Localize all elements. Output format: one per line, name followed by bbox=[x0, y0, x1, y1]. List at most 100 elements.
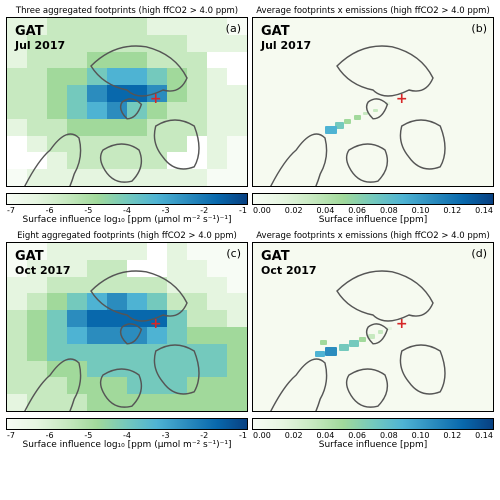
heatmap-cell bbox=[127, 18, 147, 35]
colorbar-ticks: 0.000.020.040.060.080.100.120.14 bbox=[252, 206, 494, 215]
heatmap-cell bbox=[87, 243, 107, 260]
heatmap-cell bbox=[167, 260, 187, 277]
heatmap-cell bbox=[227, 136, 247, 153]
heatmap-cell bbox=[87, 310, 107, 327]
heatmap-cell bbox=[47, 327, 67, 344]
heatmap-cell bbox=[7, 169, 27, 186]
panel-a: Three aggregated footprints (high ffCO2 … bbox=[6, 6, 248, 225]
heatmap-cell bbox=[167, 152, 187, 169]
heatmap-cell bbox=[227, 361, 247, 378]
cbar-tick: -4 bbox=[123, 206, 131, 215]
heatmap-cell bbox=[67, 377, 87, 394]
cbar-tick: -1 bbox=[239, 431, 247, 440]
heatmap-cell bbox=[27, 102, 47, 119]
heatmap-cell bbox=[107, 293, 127, 310]
cbar-tick: -6 bbox=[46, 206, 54, 215]
cbar-tick: -5 bbox=[84, 206, 92, 215]
heatmap-cell bbox=[67, 18, 87, 35]
heatmap-cell bbox=[27, 136, 47, 153]
heatmap-cell bbox=[87, 344, 107, 361]
heatmap-cell bbox=[227, 52, 247, 69]
heatmap-cell bbox=[107, 85, 127, 102]
heatmap-cell bbox=[207, 293, 227, 310]
emission-spot bbox=[359, 337, 366, 342]
heatmap-cell bbox=[107, 243, 127, 260]
colorbar-ticks: 0.000.020.040.060.080.100.120.14 bbox=[252, 431, 494, 440]
emission-spot bbox=[378, 330, 383, 333]
heatmap-cell bbox=[87, 136, 107, 153]
heatmap-cell bbox=[127, 394, 147, 411]
heatmap-cell bbox=[127, 344, 147, 361]
heatmap-cell bbox=[87, 394, 107, 411]
heatmap-cell bbox=[127, 377, 147, 394]
heatmap-cell bbox=[207, 394, 227, 411]
heatmap-cell bbox=[87, 293, 107, 310]
heatmap-cell bbox=[107, 260, 127, 277]
heatmap-cell bbox=[207, 119, 227, 136]
heatmap-cell bbox=[167, 35, 187, 52]
heatmap-cell bbox=[207, 85, 227, 102]
emission-spot bbox=[368, 334, 375, 339]
date-label: Oct 2017 bbox=[15, 264, 71, 277]
heatmap-cell bbox=[67, 394, 87, 411]
heatmap-cell bbox=[207, 243, 227, 260]
heatmap-cell bbox=[207, 327, 227, 344]
heatmap-cell bbox=[27, 277, 47, 294]
heatmap-cell bbox=[47, 277, 67, 294]
heatmap-cell bbox=[147, 260, 167, 277]
heatmap-cell bbox=[27, 68, 47, 85]
heatmap-cell bbox=[147, 52, 167, 69]
heatmap-cell bbox=[127, 152, 147, 169]
cbar-tick: -4 bbox=[123, 431, 131, 440]
heatmap-cell bbox=[67, 68, 87, 85]
emission-spot bbox=[325, 347, 337, 355]
heatmap-cell bbox=[127, 119, 147, 136]
heatmap-cell bbox=[207, 18, 227, 35]
heatmap-cell bbox=[7, 136, 27, 153]
heatmap-cell bbox=[107, 377, 127, 394]
heatmap-cell bbox=[187, 169, 207, 186]
cbar-tick: -1 bbox=[239, 206, 247, 215]
heatmap-cell bbox=[147, 136, 167, 153]
heatmap-cell bbox=[107, 52, 127, 69]
emission-spot bbox=[344, 119, 351, 124]
emission-spot bbox=[315, 351, 325, 358]
heatmap-cell bbox=[147, 152, 167, 169]
colorbar bbox=[6, 418, 248, 430]
heatmap-cell bbox=[27, 361, 47, 378]
emission-spot bbox=[325, 126, 337, 134]
heatmap-cell bbox=[147, 293, 167, 310]
site-label: GAT bbox=[261, 24, 311, 39]
heatmap-cell bbox=[207, 310, 227, 327]
colorbar-label: Surface influence log₁₀ [ppm (μmol m⁻² s… bbox=[6, 215, 248, 225]
heatmap-cell bbox=[27, 327, 47, 344]
heatmap-cell bbox=[167, 119, 187, 136]
heatmap-cell bbox=[127, 361, 147, 378]
heatmap-cell bbox=[207, 35, 227, 52]
heatmap-cell bbox=[67, 136, 87, 153]
map-c: GAT Oct 2017 (c) + bbox=[6, 242, 248, 412]
colorbar-label: Surface influence [ppm] bbox=[252, 215, 494, 225]
heatmap-cell bbox=[187, 293, 207, 310]
colorbar bbox=[252, 418, 494, 430]
heatmap-cell bbox=[107, 68, 127, 85]
colorbar-label: Surface influence [ppm] bbox=[252, 440, 494, 450]
heatmap-cell bbox=[127, 293, 147, 310]
cbar-tick: 0.00 bbox=[253, 431, 271, 440]
heatmap-cell bbox=[227, 169, 247, 186]
heatmap-cell bbox=[7, 152, 27, 169]
cbar-tick: -2 bbox=[200, 206, 208, 215]
panel-b: Average footprints x emissions (high ffC… bbox=[252, 6, 494, 225]
heatmap-cell bbox=[207, 102, 227, 119]
heatmap-cell bbox=[187, 277, 207, 294]
heatmap-cell bbox=[227, 152, 247, 169]
heatmap-cell bbox=[127, 277, 147, 294]
cbar-tick: 0.10 bbox=[412, 431, 430, 440]
heatmap-cell bbox=[147, 35, 167, 52]
heatmap-cell bbox=[47, 85, 67, 102]
heatmap-cell bbox=[27, 377, 47, 394]
heatmap-cell bbox=[227, 35, 247, 52]
heatmap-cell bbox=[67, 52, 87, 69]
cbar-tick: 0.00 bbox=[253, 206, 271, 215]
heatmap-cell bbox=[67, 344, 87, 361]
